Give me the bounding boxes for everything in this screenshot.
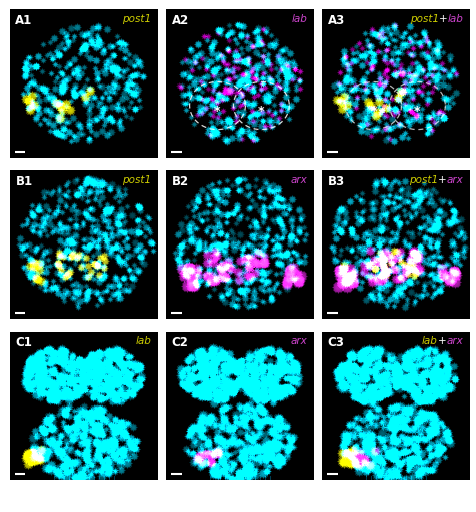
Text: lab: lab [447,14,464,24]
Text: B2: B2 [171,175,188,188]
Text: post1: post1 [409,175,438,185]
Text: C2: C2 [171,336,188,349]
Text: post1: post1 [122,14,151,24]
Text: arx: arx [446,336,464,346]
Text: A3: A3 [327,14,345,27]
Text: +: + [439,14,447,24]
Text: B1: B1 [15,175,32,188]
Text: lab: lab [291,14,307,24]
Text: lab: lab [422,336,438,346]
Text: A1: A1 [15,14,33,27]
Text: post1: post1 [122,175,151,185]
Text: lab: lab [135,336,151,346]
Text: *: * [414,105,421,118]
Text: +: + [438,336,446,346]
Text: *: * [370,105,377,118]
Text: *: * [258,105,265,118]
Text: C3: C3 [327,336,345,349]
Text: B3: B3 [327,175,345,188]
Text: A2: A2 [171,14,189,27]
Text: +: + [438,175,446,185]
Text: post1: post1 [410,14,439,24]
Text: arx: arx [446,175,464,185]
Text: arx: arx [290,336,307,346]
Text: C1: C1 [15,336,32,349]
Text: *: * [214,105,221,118]
Text: arx: arx [290,175,307,185]
